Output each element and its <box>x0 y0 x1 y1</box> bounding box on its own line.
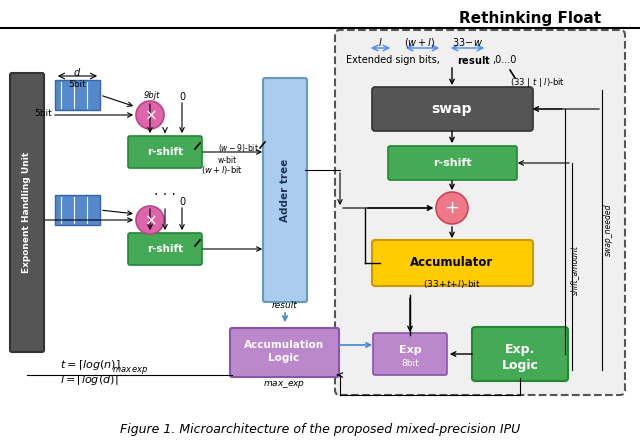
FancyBboxPatch shape <box>472 327 568 381</box>
Bar <box>55 195 100 225</box>
FancyBboxPatch shape <box>372 87 533 131</box>
Text: 8bit: 8bit <box>401 358 419 368</box>
FancyBboxPatch shape <box>372 240 533 286</box>
Text: $max\_exp$: $max\_exp$ <box>263 380 305 390</box>
Text: result: result <box>272 300 298 310</box>
FancyBboxPatch shape <box>128 136 202 168</box>
FancyBboxPatch shape <box>373 333 447 375</box>
FancyBboxPatch shape <box>10 73 44 352</box>
Text: Logic: Logic <box>268 353 300 363</box>
Text: Exp.: Exp. <box>505 343 535 357</box>
Text: 5bit: 5bit <box>68 79 86 89</box>
Text: Extended sign bits,: Extended sign bits, <box>346 55 440 65</box>
Text: 5bit: 5bit <box>35 109 52 117</box>
Text: Exponent Handling Unit: Exponent Handling Unit <box>22 152 31 272</box>
Text: swap: swap <box>432 102 472 116</box>
Circle shape <box>136 101 164 129</box>
Text: $\times$: $\times$ <box>143 213 156 228</box>
Text: w-bit: w-bit <box>218 155 237 164</box>
Text: $+$: $+$ <box>444 199 460 217</box>
Text: $l = \lceil log(d) \rceil$: $l = \lceil log(d) \rceil$ <box>60 373 119 387</box>
Circle shape <box>136 206 164 234</box>
Text: $l$: $l$ <box>378 36 382 48</box>
Text: $(33\!+\!t\!+\!l)$-bit: $(33\!+\!t\!+\!l)$-bit <box>423 278 481 290</box>
FancyBboxPatch shape <box>128 233 202 265</box>
Text: r-shift: r-shift <box>147 244 183 254</box>
Text: $t = \lceil log(n) \rceil$: $t = \lceil log(n) \rceil$ <box>60 358 120 372</box>
Text: Exp: Exp <box>399 345 421 355</box>
Text: $(33\ |\ t\ |\ l)$-bit: $(33\ |\ t\ |\ l)$-bit <box>511 75 566 89</box>
Text: Accumulator: Accumulator <box>410 256 493 269</box>
Text: swap_needed: swap_needed <box>604 204 612 256</box>
Text: 9bjt: 9bjt <box>144 90 160 100</box>
FancyBboxPatch shape <box>230 328 339 377</box>
Text: $\times$: $\times$ <box>143 108 156 123</box>
FancyBboxPatch shape <box>388 146 517 180</box>
Text: · · ·: · · · <box>154 188 176 202</box>
Text: 0: 0 <box>179 92 185 102</box>
Text: $(w+l)$: $(w+l)$ <box>404 35 436 48</box>
Bar <box>55 80 100 110</box>
Text: $max\,exp$: $max\,exp$ <box>111 365 148 376</box>
Text: $\mathbf{result}$: $\mathbf{result}$ <box>457 54 491 66</box>
Text: Adder tree: Adder tree <box>280 159 290 222</box>
Text: $(w+l)$-bit: $(w+l)$-bit <box>201 164 243 176</box>
Circle shape <box>436 192 468 224</box>
Text: Logic: Logic <box>502 358 538 372</box>
Text: shift_amount: shift_amount <box>570 245 579 295</box>
Text: ,0...0: ,0...0 <box>492 55 516 65</box>
Text: r-shift: r-shift <box>433 158 471 168</box>
Text: $33\!-\!w$: $33\!-\!w$ <box>452 36 484 48</box>
FancyBboxPatch shape <box>335 30 625 395</box>
Text: $d$: $d$ <box>73 66 81 78</box>
Text: Rethinking Float: Rethinking Float <box>459 11 601 26</box>
Text: Accumulation: Accumulation <box>244 340 324 350</box>
Text: r-shift: r-shift <box>147 147 183 157</box>
Text: Figure 1. Microarchitecture of the proposed mixed-precision IPU: Figure 1. Microarchitecture of the propo… <box>120 424 520 436</box>
Text: 0: 0 <box>179 197 185 207</box>
Text: $(w-9)$-bit: $(w-9)$-bit <box>218 142 259 154</box>
FancyBboxPatch shape <box>263 78 307 302</box>
